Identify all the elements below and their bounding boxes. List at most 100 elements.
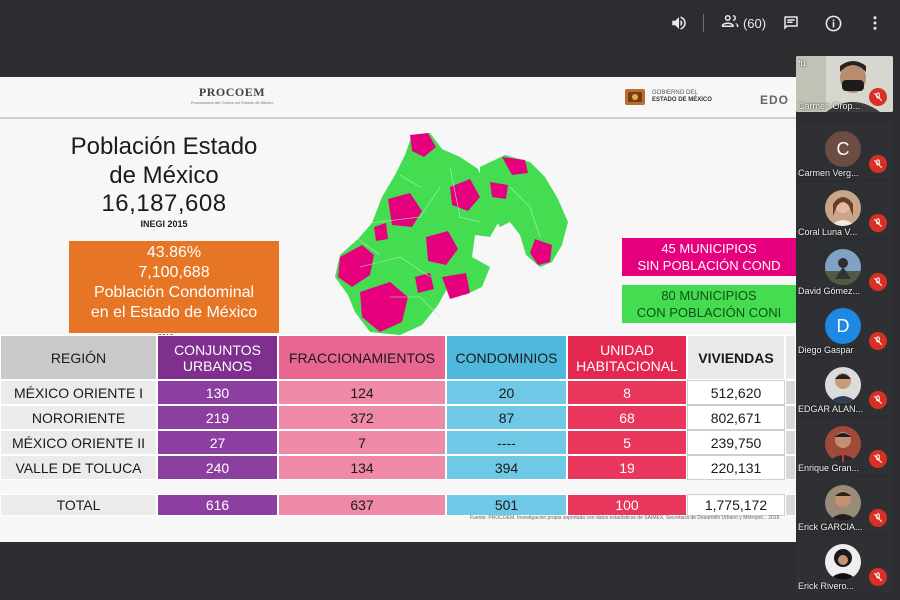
pink-legend-line2: SIN POBLACIÓN COND (637, 258, 781, 273)
procoem-subtitle: Procuraduría del Colono del Estado de Mé… (190, 100, 274, 105)
condominal-count: 7,100,688 (138, 264, 210, 281)
table-spacer (0, 480, 796, 494)
row-condo: 87 (446, 405, 567, 430)
table-row: MÉXICO ORIENTE I 130 124 20 8 512,620 (0, 380, 796, 405)
mic-off-icon (869, 509, 887, 527)
toolbar-divider (703, 14, 704, 32)
map-east-pink-2 (530, 239, 552, 265)
row-conjuntos: 240 (157, 455, 278, 480)
participant-tiles: tu Carmen Orop... C Carmen Verg... Coral… (796, 50, 900, 600)
table-row: MÉXICO ORIENTE II 27 7 ---- 5 239,750 (0, 430, 796, 455)
participant-name: EDGAR ALAN... (798, 404, 864, 414)
avatar (825, 190, 861, 226)
row-extra (785, 405, 796, 430)
row-region: VALLE DE TOLUCA (0, 455, 157, 480)
participant-tile[interactable]: tu Carmen Orop... (796, 56, 893, 112)
row-uh: 8 (567, 380, 687, 405)
participants-button[interactable]: (60) (716, 10, 770, 36)
row-extra (785, 455, 796, 480)
municipios-con-condo-legend: 80 MUNICIPIOS CON POBLACIÓN CONI (622, 285, 796, 323)
slide-header: PROCOEM Procuraduría del Colono del Esta… (0, 77, 796, 119)
row-extra (785, 430, 796, 455)
header-region: REGIÓN (0, 335, 157, 380)
participant-name: Erick GARCIA... (798, 522, 863, 532)
row-fracc: 124 (278, 380, 446, 405)
total-viviendas: 1,775,172 (687, 494, 785, 516)
row-viviendas: 239,750 (687, 430, 785, 455)
table-row: NORORIENTE 219 372 87 68 802,671 (0, 405, 796, 430)
mic-off-icon (869, 332, 887, 350)
mic-off-icon (869, 88, 887, 106)
participant-tile[interactable]: Coral Luna V... (796, 182, 893, 238)
row-region: NORORIENTE (0, 405, 157, 430)
gov-line2: ESTADO DE MÉXICO (652, 97, 712, 103)
more-vert-icon[interactable] (862, 10, 888, 36)
participant-tile[interactable]: David Gómez... (796, 241, 893, 297)
avatar (825, 485, 861, 521)
participant-tile[interactable]: EDGAR ALAN... (796, 359, 893, 415)
participant-name: Carmen Verg... (798, 168, 859, 178)
header-unidad-line1: UNIDAD (600, 341, 654, 358)
header-fraccionamientos: FRACCIONAMIENTOS (278, 335, 446, 380)
header-unidad: UNIDAD HABITACIONAL (567, 335, 687, 380)
header-viviendas: VIVIENDAS (687, 335, 785, 380)
total-condo: 501 (446, 494, 567, 516)
regions-table: REGIÓN CONJUNTOS URBANOS FRACCIONAMIENTOS… (0, 335, 796, 516)
participant-tile[interactable]: D Diego Gaspar (796, 300, 893, 356)
map-pink-small-1 (374, 223, 388, 241)
map-pink-small-2 (415, 273, 434, 293)
avatar (825, 544, 861, 580)
total-label: TOTAL (0, 494, 157, 516)
row-fracc: 7 (278, 430, 446, 455)
mic-off-icon (869, 273, 887, 291)
row-condo: ---- (446, 430, 567, 455)
participant-tile[interactable]: Enrique Gran... (796, 418, 893, 474)
row-fracc: 372 (278, 405, 446, 430)
header-conjuntos-line2: URBANOS (182, 357, 253, 374)
table-row: VALLE DE TOLUCA 240 134 394 19 220,131 (0, 455, 796, 480)
pink-legend-line1: 45 MUNICIPIOS (661, 241, 757, 256)
mic-off-icon (869, 214, 887, 232)
avatar-letter: D (836, 315, 850, 336)
row-region: MÉXICO ORIENTE II (0, 430, 157, 455)
self-label: tu (798, 58, 806, 68)
title-line1: Población Estado (70, 133, 258, 160)
volume-icon[interactable] (666, 10, 692, 36)
avatar-letter: C (836, 138, 850, 159)
condominal-label-1: Población Condominal (93, 284, 255, 301)
participant-name: Erick Rivero... (798, 581, 855, 591)
green-legend-line1: 80 MUNICIPIOS (661, 288, 757, 303)
meeting-top-bar: (60) (0, 0, 900, 48)
total-conjuntos: 616 (157, 494, 278, 516)
row-viviendas: 220,131 (687, 455, 785, 480)
condominal-percent: 43.86% (146, 244, 202, 261)
procoem-logo: PROCOEM Procuraduría del Colono del Esta… (190, 85, 274, 105)
row-conjuntos: 130 (157, 380, 278, 405)
participant-tile[interactable]: C Carmen Verg... (796, 123, 893, 179)
map-east-region (480, 155, 568, 267)
chat-icon[interactable] (778, 10, 804, 36)
total-uh: 100 (567, 494, 687, 516)
condominal-population-box: 43.86% 7,100,688 Población Condominal en… (69, 241, 279, 333)
row-uh: 68 (567, 405, 687, 430)
map-pink-south-east (442, 273, 470, 299)
info-icon[interactable] (820, 10, 846, 36)
avatar: C (825, 131, 861, 167)
gobierno-logo: GOBIERNO DEL ESTADO DE MÉXICO (622, 87, 712, 107)
green-legend-line2: CON POBLACIÓN CONI (636, 305, 782, 320)
header-unidad-line2: HABITACIONAL (576, 357, 678, 374)
participant-tile[interactable]: Erick GARCIA... (796, 477, 893, 533)
participant-name: Carmen Orop... (798, 101, 861, 111)
row-fracc: 134 (278, 455, 446, 480)
map-east-pink-1 (502, 157, 528, 175)
row-extra (785, 380, 796, 405)
participant-count: (60) (742, 15, 767, 31)
municipios-sin-condo-legend: 45 MUNICIPIOS SIN POBLACIÓN COND (622, 238, 796, 276)
participant-tile[interactable]: Erick Rivero... (796, 536, 893, 592)
row-condo: 20 (446, 380, 567, 405)
row-region: MÉXICO ORIENTE I (0, 380, 157, 405)
map-pink-west (338, 245, 374, 287)
row-uh: 5 (567, 430, 687, 455)
map-east-pink-3 (490, 182, 508, 199)
mic-off-icon (869, 391, 887, 409)
